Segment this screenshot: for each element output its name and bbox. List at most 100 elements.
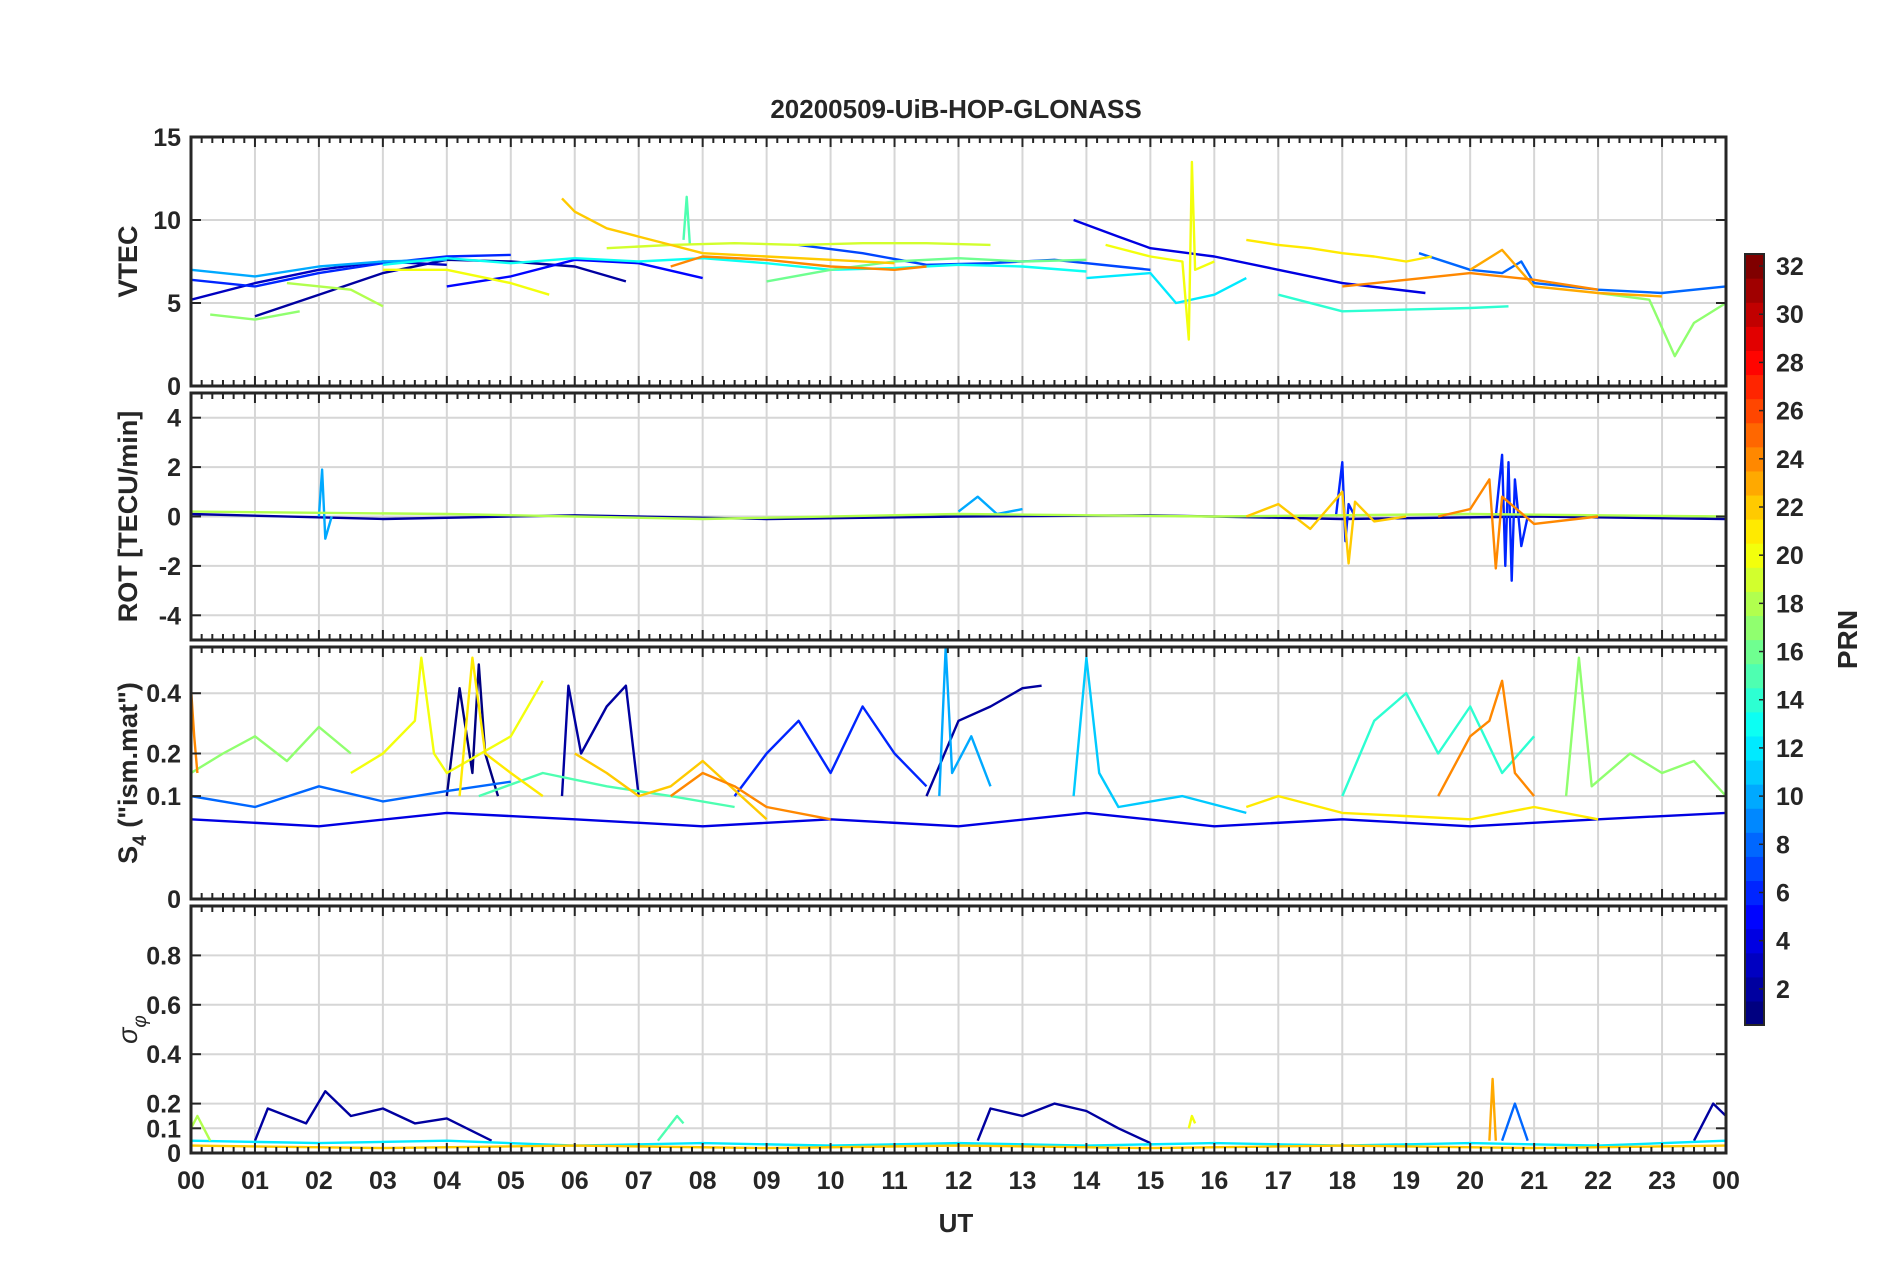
figure-title: 20200509-UiB-HOP-GLONASS (770, 94, 1141, 124)
y-tick-label: 10 (153, 207, 181, 235)
colorbar-step (1745, 856, 1764, 882)
y-tick-label: 15 (153, 124, 181, 152)
series-line-prn-13 (382, 257, 1087, 273)
colorbar-step (1745, 904, 1764, 930)
series-line-prn-14 (1277, 293, 1509, 313)
series-line-prn-2 (1692, 1102, 1726, 1142)
series-line-prn-2 (976, 1102, 1151, 1145)
colorbar-tick-label: 22 (1776, 494, 1804, 522)
colorbar-step (1745, 543, 1764, 568)
panel-s4: 00.10.20.4S4 ("ism.mat") (113, 645, 1728, 914)
colorbar-frame (1744, 253, 1765, 1026)
colorbar-step (1745, 880, 1764, 906)
series-line-prn-22 (1245, 490, 1407, 565)
y-axis-label-vtec: VTEC (113, 225, 143, 297)
series-line-prn-12 (1086, 271, 1247, 305)
y-tick-label: 0.1 (146, 783, 181, 811)
series-line-prn-24 (1342, 271, 1599, 291)
x-tick-label: 09 (753, 1167, 781, 1195)
series-line-prn-21 (458, 656, 544, 798)
colorbar-step (1745, 928, 1764, 954)
colorbar-step (1745, 832, 1764, 857)
y-tick-label: 0.6 (146, 992, 181, 1020)
series-line-prn-10 (317, 468, 333, 540)
x-tick-label: 13 (1009, 1167, 1037, 1195)
x-tick-label: 21 (1520, 1167, 1548, 1195)
x-tick-label: 12 (945, 1167, 973, 1195)
series-line-prn-10 (938, 647, 992, 797)
y-axis-label-sub: φ (130, 1015, 151, 1027)
series-line-prn-17 (210, 310, 300, 321)
colorbar-step (1745, 494, 1764, 520)
series-line-prn-7 (798, 243, 1151, 271)
colorbar-step (1745, 591, 1764, 617)
x-tick-label: 04 (433, 1167, 461, 1195)
colorbar-step (1745, 422, 1764, 448)
series-line-prn-17 (191, 725, 352, 775)
y-tick-label: 0.2 (146, 741, 181, 769)
y-tick-label: 0.4 (146, 1041, 181, 1069)
y-tick-label: 0 (167, 886, 181, 914)
series-line-prn-2 (560, 684, 640, 797)
series-line-prn-23 (1488, 1077, 1497, 1141)
series-line-prn-15 (656, 1114, 685, 1142)
colorbar-step (1745, 254, 1764, 279)
colorbar-tick-label: 16 (1776, 639, 1804, 667)
series-line-prn-20 (382, 268, 550, 296)
series-line-prn-8 (1418, 252, 1726, 295)
series-line-prn-22 (561, 197, 895, 265)
y-tick-label: 0.4 (146, 680, 181, 708)
colorbar-tick-label: 8 (1776, 831, 1790, 859)
y-tick-label: 0.8 (146, 942, 181, 970)
colorbar-step (1745, 350, 1764, 376)
series-line-prn-21 (1246, 238, 1433, 263)
x-tick-label: 02 (305, 1167, 333, 1195)
colorbar-tick-label: 30 (1776, 301, 1804, 329)
series-line-prn-22 (574, 752, 768, 821)
y-tick-label: 2 (167, 454, 181, 482)
x-tick-label: 17 (1264, 1167, 1292, 1195)
colorbar-step (1745, 302, 1764, 327)
series-line-prn-20 (1187, 1114, 1197, 1129)
x-axis-label: UT (939, 1208, 974, 1238)
colorbar-step (1745, 278, 1764, 303)
colorbar-tick-label: 4 (1776, 928, 1790, 956)
series-line-prn-4 (1073, 218, 1426, 295)
y-axis-label-sub: 4 (130, 835, 151, 846)
colorbar-tick-label: 12 (1776, 735, 1804, 763)
colorbar-tick-label: 18 (1776, 590, 1804, 618)
y-tick-label: 0 (167, 373, 181, 401)
series-line-prn-11 (1072, 656, 1247, 815)
colorbar-step (1745, 374, 1764, 400)
colorbar-step (1745, 519, 1764, 544)
y-tick-label: 4 (167, 405, 181, 433)
panel-rot: -4 -2 0 2 4 ROT [TECU/min] (113, 391, 1728, 642)
x-tick-label: 15 (1136, 1167, 1164, 1195)
colorbar-step (1745, 470, 1764, 496)
colorbar-step (1745, 711, 1764, 737)
colorbar-tick-label: 28 (1776, 349, 1804, 377)
colorbar-step (1745, 808, 1764, 833)
colorbar-step (1745, 446, 1764, 472)
x-tick-label: 08 (689, 1167, 717, 1195)
colorbar-step (1745, 567, 1764, 592)
y-tick-label: 0 (167, 1140, 181, 1168)
x-tick-label: 23 (1648, 1167, 1676, 1195)
series-line-prn-24 (1437, 478, 1599, 570)
series-line-prn-24 (670, 255, 927, 271)
y-axis-label-main: S (113, 846, 143, 864)
y-tick-label: 0.2 (146, 1091, 181, 1119)
x-tick-label: 19 (1392, 1167, 1420, 1195)
y-tick-label: 5 (167, 290, 181, 318)
x-tick-label: 01 (241, 1167, 269, 1195)
colorbar-tick-label: 6 (1776, 879, 1790, 907)
series-group (191, 160, 1726, 358)
series-line-prn-24 (669, 771, 831, 821)
series-line-prn-10 (957, 495, 1023, 516)
y-tick-label: -2 (159, 553, 181, 581)
colorbar-tick-label: 20 (1776, 542, 1804, 570)
series-line-prn-15 (682, 195, 692, 245)
series-line-prn-6 (733, 705, 928, 797)
